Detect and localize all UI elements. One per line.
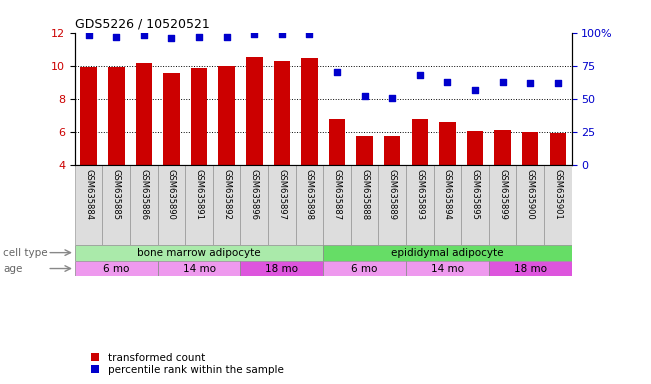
Text: 14 mo: 14 mo (182, 263, 215, 273)
Point (194, 33, 204, 40)
Text: GSM635900: GSM635900 (526, 169, 534, 220)
Bar (75, 261, 158, 276)
Legend: transformed count, percentile rank within the sample: transformed count, percentile rank withi… (80, 348, 288, 379)
Bar (80, 68, 97, 165)
Text: GSM635899: GSM635899 (498, 169, 507, 220)
Text: GSM635896: GSM635896 (250, 169, 258, 220)
Bar (240, 261, 323, 276)
Text: GSM635894: GSM635894 (443, 169, 452, 220)
Text: GSM635886: GSM635886 (139, 169, 148, 220)
Point (277, 31, 287, 37)
Bar (301, 58, 318, 165)
Point (415, 72, 425, 78)
Text: GSM635897: GSM635897 (277, 169, 286, 220)
Bar (191, 68, 207, 165)
Bar (108, 68, 124, 165)
Text: age: age (3, 263, 23, 273)
Bar (158, 261, 240, 276)
Point (166, 35, 176, 41)
Bar (489, 261, 572, 276)
Text: 18 mo: 18 mo (514, 263, 547, 273)
Bar (246, 57, 262, 165)
Bar (489, 165, 516, 245)
Bar (522, 132, 538, 165)
Bar (186, 165, 213, 245)
Point (249, 31, 260, 37)
Bar (268, 165, 296, 245)
Bar (329, 119, 345, 165)
Point (332, 70, 342, 76)
Text: GSM635888: GSM635888 (360, 169, 369, 220)
Text: GSM635891: GSM635891 (195, 169, 204, 220)
Text: 6 mo: 6 mo (352, 263, 378, 273)
Point (387, 94, 397, 101)
Bar (102, 165, 130, 245)
Bar (439, 122, 456, 165)
Bar (296, 165, 323, 245)
Point (83, 32, 94, 38)
Bar (356, 136, 373, 165)
Bar (406, 165, 434, 245)
Text: GSM635890: GSM635890 (167, 169, 176, 220)
Bar (434, 165, 461, 245)
Bar (218, 66, 235, 165)
Bar (240, 165, 268, 245)
Text: GSM635893: GSM635893 (415, 169, 424, 220)
Bar (130, 165, 158, 245)
Point (221, 33, 232, 40)
Text: GSM635889: GSM635889 (388, 169, 396, 220)
Text: GDS5226 / 10520521: GDS5226 / 10520521 (75, 18, 210, 31)
Point (139, 32, 149, 38)
Bar (135, 63, 152, 165)
Bar (213, 165, 240, 245)
Bar (323, 165, 351, 245)
Bar (549, 133, 566, 165)
Point (525, 80, 535, 86)
Text: cell type: cell type (3, 248, 48, 258)
Point (111, 33, 122, 40)
Point (553, 80, 563, 86)
Bar (494, 131, 511, 165)
Point (442, 79, 452, 85)
Text: GSM635892: GSM635892 (222, 169, 231, 220)
Text: epididymal adipocyte: epididymal adipocyte (391, 248, 504, 258)
Text: 18 mo: 18 mo (266, 263, 298, 273)
Bar (75, 165, 102, 245)
Bar (75, 245, 323, 261)
Bar (323, 261, 406, 276)
Text: GSM635885: GSM635885 (112, 169, 120, 220)
Text: GSM635887: GSM635887 (333, 169, 342, 220)
Text: GSM635884: GSM635884 (84, 169, 93, 220)
Bar (378, 165, 406, 245)
Text: GSM635895: GSM635895 (471, 169, 480, 220)
Bar (406, 261, 489, 276)
Text: GSM635901: GSM635901 (553, 169, 562, 220)
Point (470, 86, 480, 93)
Bar (516, 165, 544, 245)
Point (304, 31, 314, 37)
Point (359, 93, 370, 99)
Bar (467, 131, 483, 165)
Text: 6 mo: 6 mo (103, 263, 130, 273)
Bar (273, 61, 290, 165)
Text: 14 mo: 14 mo (431, 263, 464, 273)
Bar (158, 165, 186, 245)
Bar (411, 119, 428, 165)
Bar (163, 73, 180, 165)
Point (497, 79, 508, 85)
Text: GSM635898: GSM635898 (305, 169, 314, 220)
Bar (351, 165, 378, 245)
Bar (544, 165, 572, 245)
Bar (461, 165, 489, 245)
Bar (384, 136, 400, 165)
Bar (323, 245, 572, 261)
Text: bone marrow adipocyte: bone marrow adipocyte (137, 248, 261, 258)
